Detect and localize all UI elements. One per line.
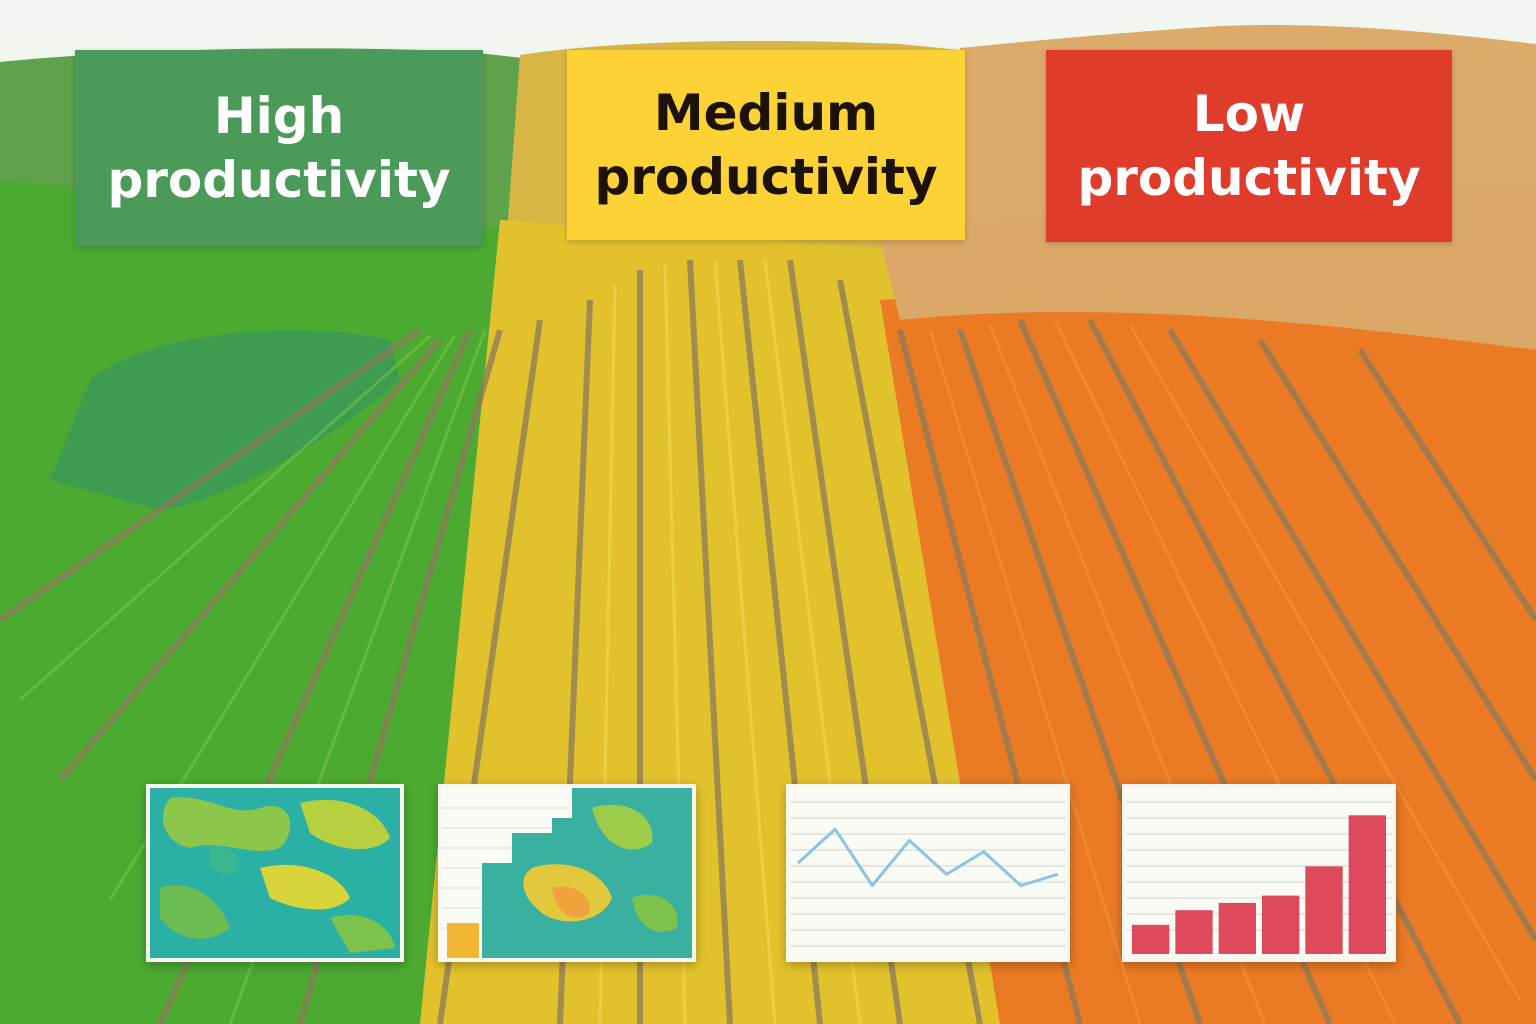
line-series [796,827,1059,887]
bar-1 [1175,910,1213,954]
low-label-line2: productivity [1077,149,1421,207]
medium-label-line1: Medium [653,84,879,142]
high-label-line1: High [213,87,345,145]
high-productivity-label: High productivity [75,50,483,246]
low-productivity-label: Low productivity [1046,50,1452,242]
line-chart-card [786,784,1070,962]
medium-productivity-label: Medium productivity [567,50,965,240]
dark-green-patch [50,330,400,510]
medium-label-line2: productivity [594,148,938,206]
bar-3 [1262,895,1300,954]
bar-chart [1126,801,1392,954]
bar-chart-card [1122,784,1396,962]
bar-4 [1305,866,1343,954]
line-chart [790,801,1066,947]
bar-2 [1218,902,1256,954]
heatmap-image [150,788,400,958]
bar-0 [1132,924,1170,954]
heatmap-card [146,784,404,962]
high-label-line2: productivity [107,151,451,209]
low-label-line1: Low [1192,85,1306,143]
bar-5 [1348,815,1386,954]
partial-map-card [438,784,696,962]
partial-map-image [442,788,692,958]
